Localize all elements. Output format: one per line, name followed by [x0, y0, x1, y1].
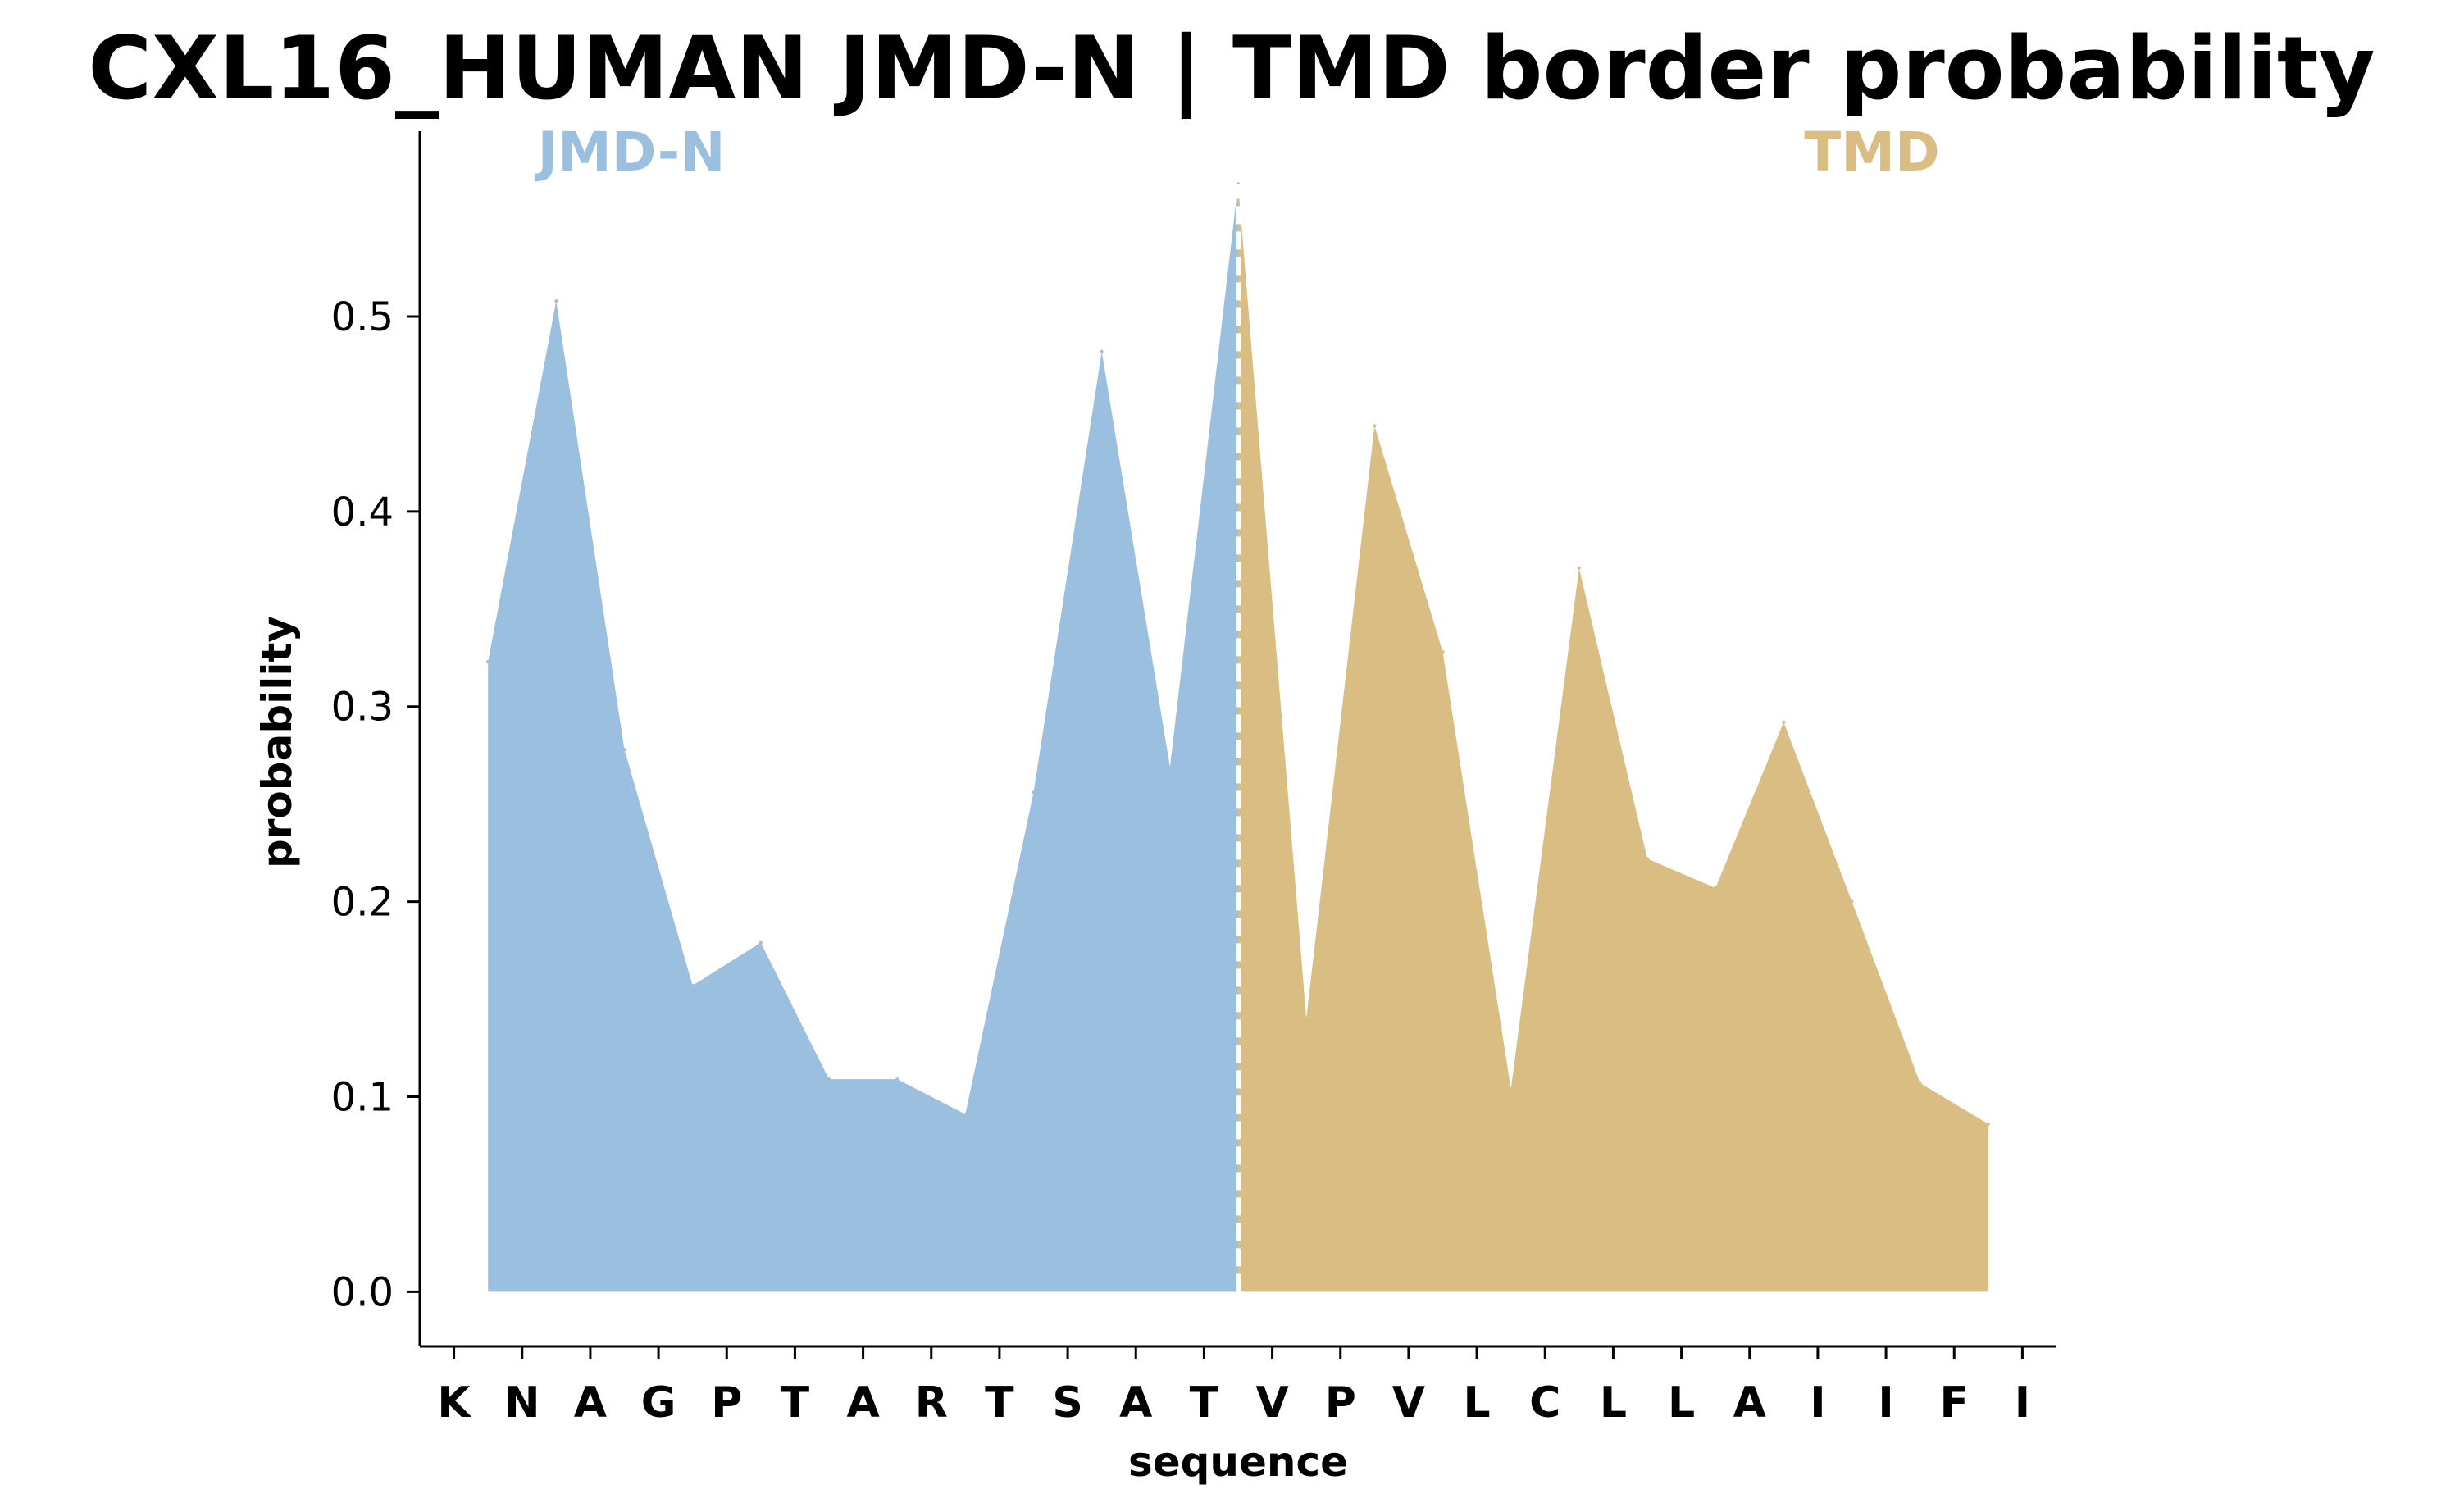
x-tick-label: L	[1600, 1378, 1627, 1428]
x-tick-label: T	[985, 1378, 1014, 1428]
y-tick-label: 0.3	[331, 685, 394, 731]
x-tick-label: A	[846, 1378, 879, 1428]
data-point	[758, 940, 763, 945]
x-tick-label: I	[2015, 1378, 2030, 1428]
data-point	[1850, 899, 1854, 904]
data-point	[486, 660, 490, 664]
data-point	[1986, 1122, 1990, 1126]
y-tick-label: 0.0	[331, 1269, 394, 1315]
data-point	[1168, 765, 1172, 769]
data-point	[1782, 720, 1786, 724]
data-point	[895, 1077, 900, 1082]
y-tick-label: 0.2	[331, 880, 394, 926]
x-tick-label: P	[711, 1378, 742, 1428]
x-tick-label: L	[1668, 1378, 1695, 1428]
data-point	[1577, 566, 1581, 570]
data-point	[690, 983, 695, 987]
region-label-tmd: TMD	[1804, 121, 1939, 184]
x-tick-label: T	[1190, 1378, 1219, 1428]
data-point	[1714, 886, 1718, 890]
y-tick-label: 0.4	[331, 490, 394, 535]
y-tick-label: 0.1	[331, 1075, 394, 1121]
data-point	[1509, 1086, 1513, 1091]
area-jmd-n	[488, 184, 1238, 1292]
x-tick-label: T	[781, 1378, 810, 1428]
data-point	[1646, 857, 1649, 861]
x-tick-label: A	[574, 1378, 607, 1428]
x-tick-label: K	[437, 1378, 471, 1428]
x-tick-label: L	[1464, 1378, 1491, 1428]
x-tick-label: A	[1733, 1378, 1766, 1428]
region-label-jmd-n: JMD-N	[535, 121, 726, 184]
x-tick-label: P	[1325, 1378, 1356, 1428]
x-tick-label: G	[641, 1378, 676, 1428]
data-point	[1441, 650, 1445, 654]
x-axis-label: sequence	[1128, 1438, 1348, 1486]
x-tick-label: V	[1392, 1378, 1425, 1428]
data-point	[1918, 1081, 1922, 1085]
data-point	[963, 1112, 968, 1116]
y-tick-label: 0.5	[331, 294, 394, 340]
data-point	[554, 298, 558, 303]
data-point	[827, 1077, 831, 1082]
x-tick-label: I	[1878, 1378, 1893, 1428]
x-tick-label: C	[1529, 1378, 1560, 1428]
chart-title: CXL16_HUMAN JMD-N | TMD border probabili…	[88, 18, 2375, 120]
x-tick-label: N	[504, 1378, 540, 1428]
data-point	[1305, 1017, 1309, 1021]
x-tick-label: F	[1939, 1378, 1969, 1428]
area-tmd	[1238, 184, 1988, 1292]
x-tick-label: S	[1052, 1378, 1082, 1428]
data-point	[1373, 424, 1377, 428]
x-tick-label: R	[915, 1378, 948, 1428]
plot-area	[407, 131, 2056, 1359]
x-tick-label: I	[1810, 1378, 1825, 1428]
x-tick-label: A	[1119, 1378, 1152, 1428]
y-axis-label: probability	[253, 616, 301, 868]
data-point	[622, 748, 626, 752]
data-point	[1032, 790, 1036, 795]
x-tick-label: V	[1255, 1378, 1288, 1428]
data-point	[1100, 349, 1104, 353]
